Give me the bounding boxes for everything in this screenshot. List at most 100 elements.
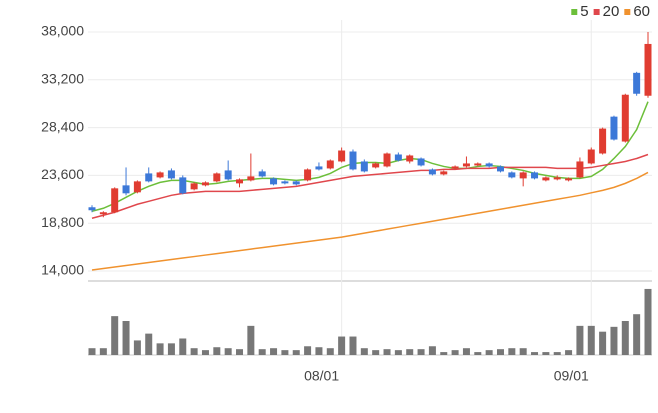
candle-body bbox=[553, 177, 561, 180]
candle-body bbox=[474, 163, 482, 166]
moving-average-line bbox=[91, 171, 649, 271]
candle-body bbox=[542, 177, 550, 181]
volume-bar bbox=[167, 343, 175, 355]
legend-label: 60 bbox=[633, 3, 650, 20]
candle-body bbox=[270, 178, 278, 185]
candle-body bbox=[633, 72, 641, 94]
volume-bar bbox=[394, 350, 402, 355]
candle-body bbox=[519, 172, 527, 179]
candle-body bbox=[406, 155, 414, 162]
volume-bar bbox=[156, 343, 164, 355]
candle-body bbox=[213, 173, 221, 182]
volume-bar bbox=[383, 349, 391, 355]
candle-body bbox=[315, 166, 323, 170]
candle-body bbox=[531, 172, 539, 179]
candle-body bbox=[383, 153, 391, 167]
volume-bar bbox=[213, 347, 221, 355]
candle-body bbox=[179, 177, 187, 194]
legend-label: 5 bbox=[580, 3, 588, 20]
volume-bar bbox=[224, 348, 232, 355]
candle-body bbox=[621, 94, 629, 142]
y-tick-label: 28,400 bbox=[41, 118, 84, 134]
volume-bar bbox=[258, 349, 266, 355]
legend-swatch bbox=[571, 9, 578, 15]
x-tick-label: 08/01 bbox=[304, 368, 339, 384]
volume-bar bbox=[338, 336, 346, 355]
moving-average-line bbox=[91, 153, 649, 219]
volume-bar bbox=[508, 348, 516, 355]
candle-body bbox=[236, 179, 244, 184]
volume-bar bbox=[406, 349, 414, 355]
volume-bar bbox=[440, 352, 448, 355]
volume-bar bbox=[349, 336, 357, 355]
y-tick-label: 38,000 bbox=[41, 23, 84, 39]
candle-body bbox=[122, 185, 130, 194]
volume-bar bbox=[542, 352, 550, 355]
volume-bar bbox=[531, 352, 539, 355]
candle-body bbox=[485, 163, 493, 167]
candle-body bbox=[576, 161, 584, 178]
volume-bar bbox=[326, 348, 334, 355]
volume-bar bbox=[111, 316, 119, 355]
volume-bar bbox=[587, 325, 595, 355]
volume-bar bbox=[247, 325, 255, 355]
legend-swatch bbox=[593, 9, 600, 15]
candle-body bbox=[428, 169, 436, 175]
candle-body bbox=[417, 158, 425, 166]
volume-bar bbox=[599, 331, 607, 355]
legend-label: 20 bbox=[603, 3, 620, 20]
candle-body bbox=[599, 128, 607, 154]
volume-bar bbox=[621, 321, 629, 355]
candle-body bbox=[190, 183, 198, 190]
volume-bar bbox=[190, 348, 198, 355]
candle-body bbox=[565, 178, 573, 181]
volume-bar bbox=[99, 348, 107, 355]
candle-body bbox=[372, 163, 380, 168]
candle-body bbox=[99, 212, 107, 215]
candle-body bbox=[440, 171, 448, 175]
candle-body bbox=[133, 181, 141, 193]
candle-body bbox=[167, 170, 175, 179]
volume-bar bbox=[270, 348, 278, 355]
volume-bar bbox=[145, 333, 153, 355]
volume-bar bbox=[610, 326, 618, 355]
legend-swatch bbox=[624, 9, 631, 15]
volume-bar bbox=[474, 352, 482, 355]
candle-body bbox=[201, 182, 209, 186]
volume-bar bbox=[360, 348, 368, 355]
volume-bar bbox=[179, 338, 187, 355]
candle-body bbox=[349, 151, 357, 170]
volume-bar bbox=[644, 288, 652, 355]
x-tick-label: 09/01 bbox=[554, 368, 589, 384]
candle-body bbox=[156, 172, 164, 178]
volume-bar bbox=[281, 350, 289, 355]
y-tick-label: 18,800 bbox=[41, 214, 84, 230]
volume-bar bbox=[122, 321, 130, 355]
candle-body bbox=[281, 181, 289, 184]
volume-bar bbox=[201, 350, 209, 355]
volume-bar bbox=[462, 348, 470, 355]
candle-body bbox=[644, 43, 652, 96]
volume-bar bbox=[519, 348, 527, 355]
candle-body bbox=[462, 163, 470, 167]
candle-body bbox=[587, 149, 595, 164]
volume-bar bbox=[451, 350, 459, 355]
candle-body bbox=[360, 161, 368, 172]
volume-bar bbox=[88, 348, 96, 355]
candle-body bbox=[224, 170, 232, 180]
volume-bar bbox=[633, 314, 641, 355]
candle-body bbox=[258, 171, 266, 177]
volume-bar bbox=[496, 349, 504, 355]
volume-bar bbox=[315, 347, 323, 355]
candle-body bbox=[338, 150, 346, 162]
volume-bar bbox=[133, 340, 141, 355]
volume-bar bbox=[485, 350, 493, 355]
candle-body bbox=[304, 169, 312, 181]
candle-body bbox=[88, 207, 96, 211]
volume-bar bbox=[553, 352, 561, 355]
volume-bar bbox=[565, 350, 573, 355]
y-tick-label: 14,000 bbox=[41, 262, 84, 278]
candle-body bbox=[247, 176, 255, 181]
candle-body bbox=[394, 154, 402, 161]
